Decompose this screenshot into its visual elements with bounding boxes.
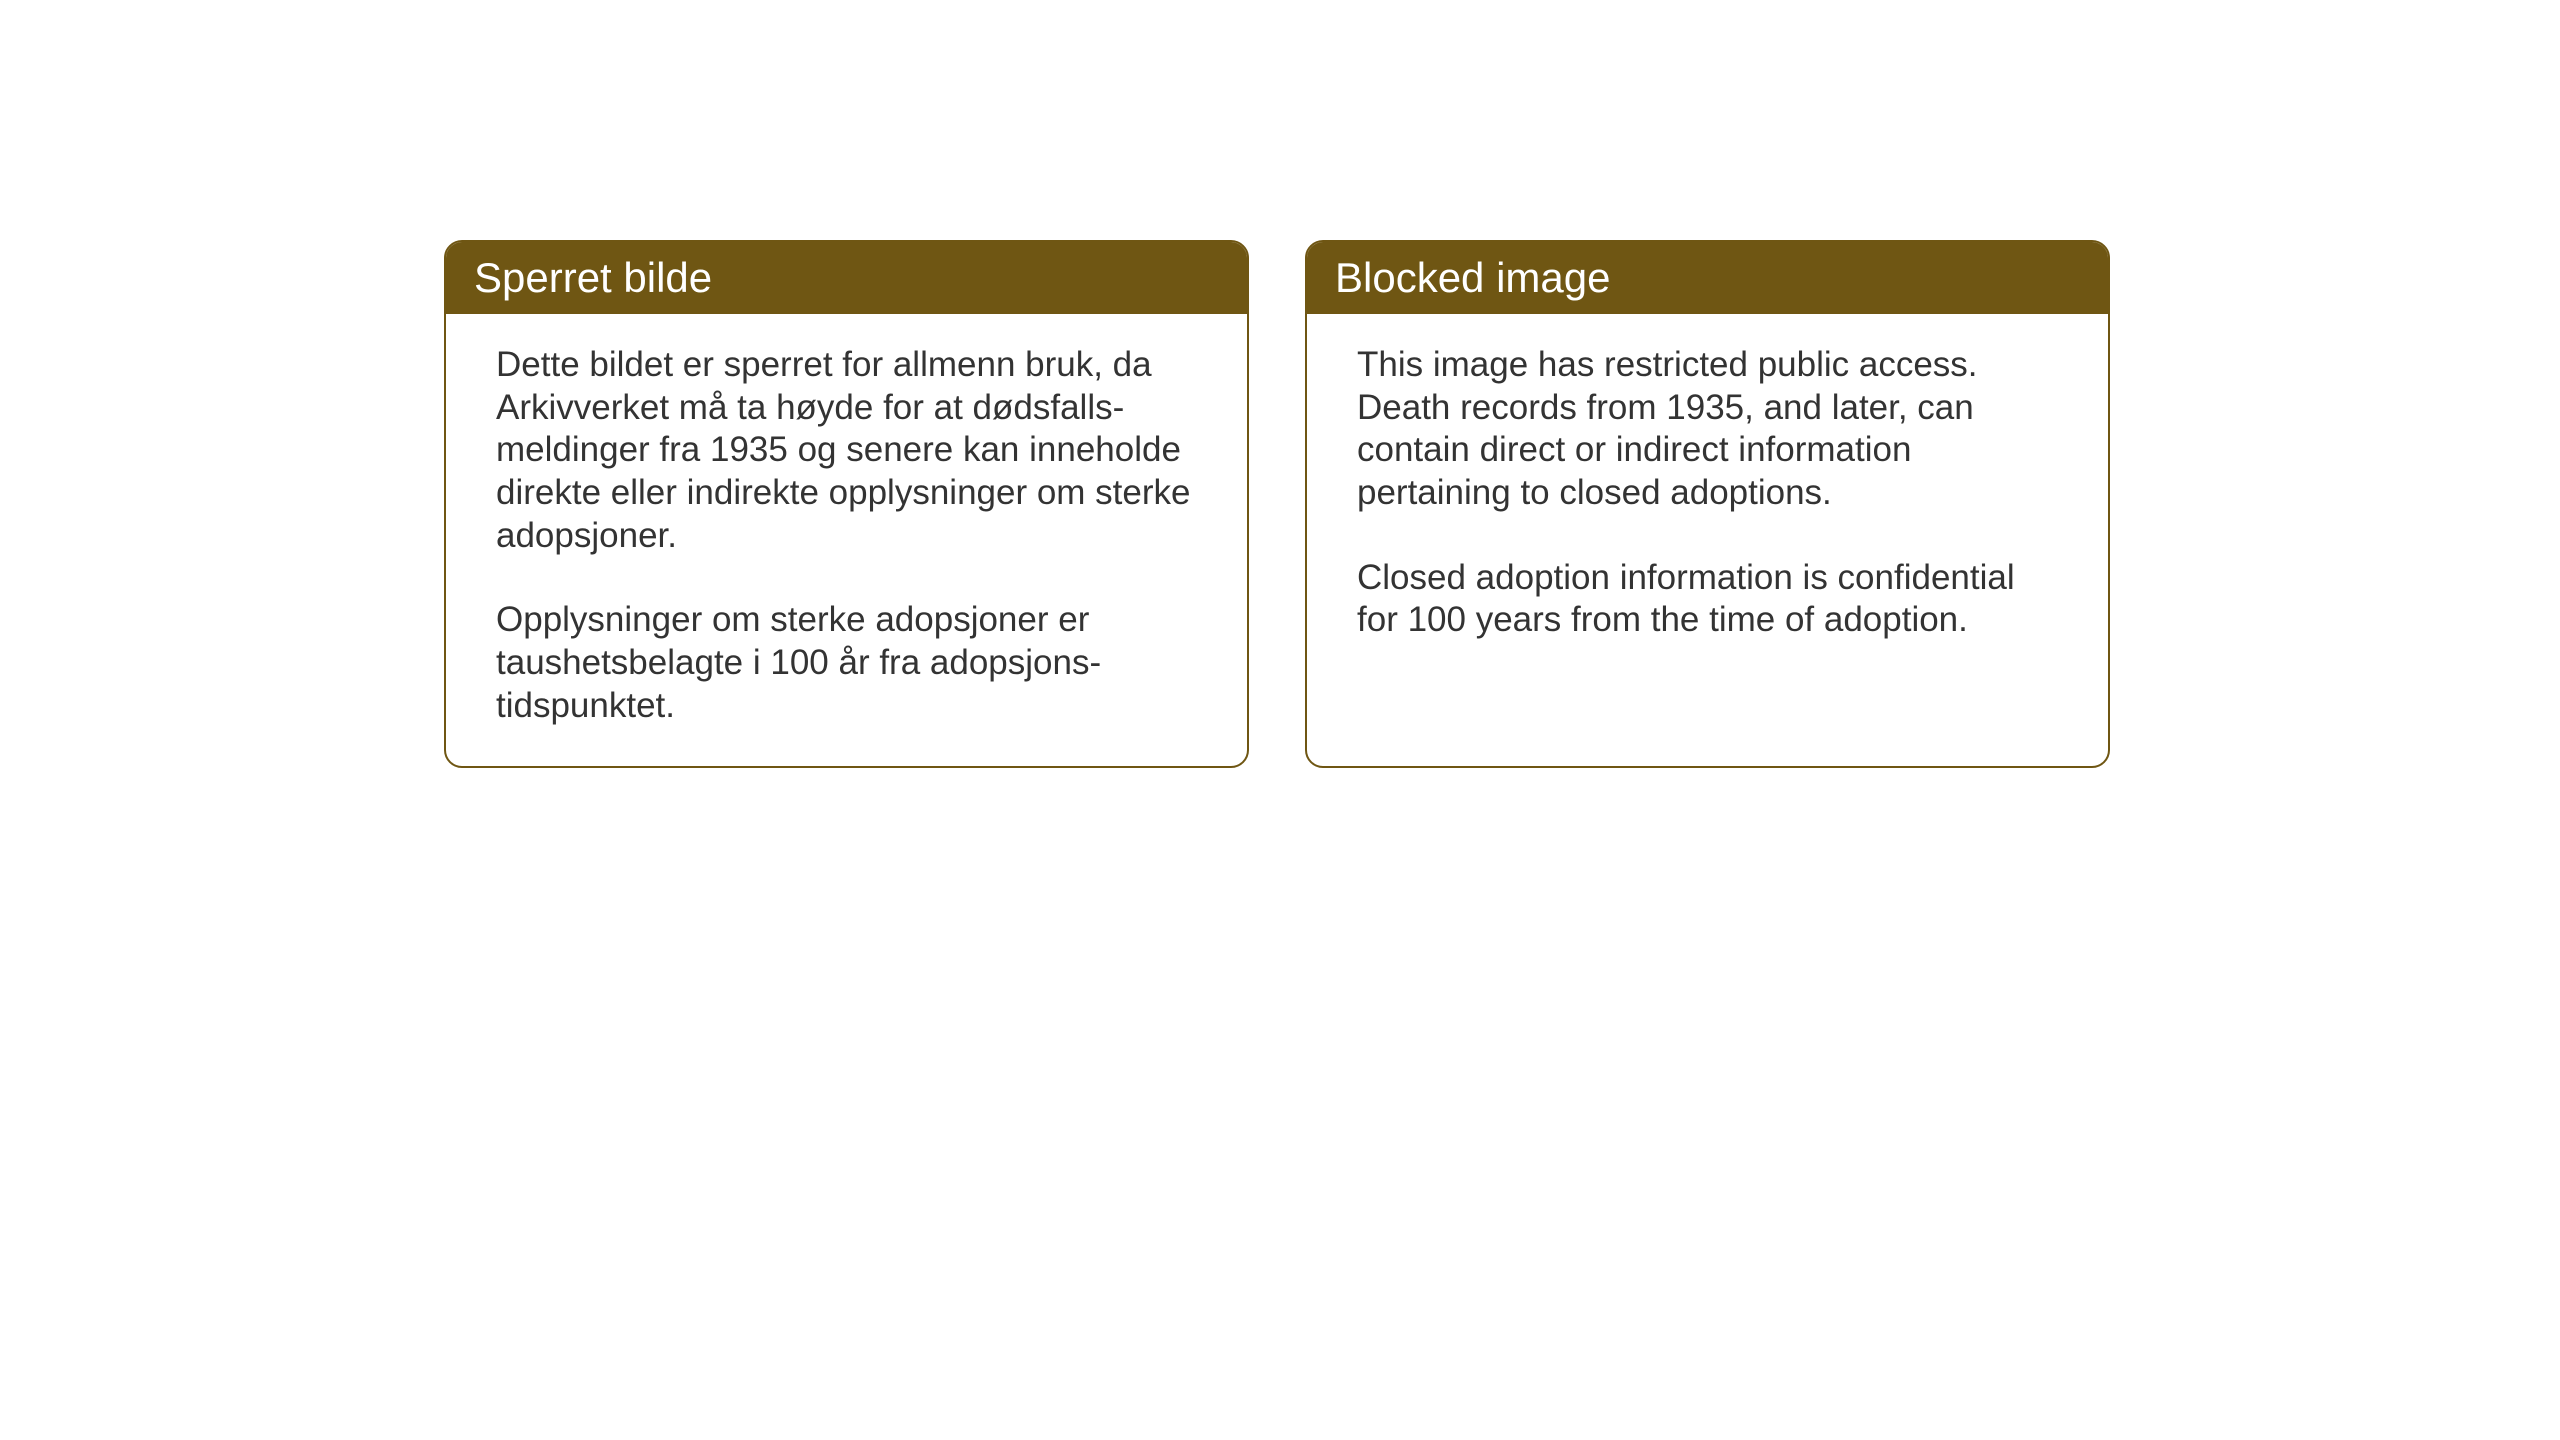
card-norwegian-header: Sperret bilde xyxy=(446,242,1247,314)
cards-container: Sperret bilde Dette bildet er sperret fo… xyxy=(444,240,2110,768)
card-english-header: Blocked image xyxy=(1307,242,2108,314)
card-english: Blocked image This image has restricted … xyxy=(1305,240,2110,768)
card-norwegian: Sperret bilde Dette bildet er sperret fo… xyxy=(444,240,1249,768)
card-norwegian-body: Dette bildet er sperret for allmenn bruk… xyxy=(446,314,1247,766)
card-norwegian-title: Sperret bilde xyxy=(474,254,712,301)
card-norwegian-paragraph-2: Opplysninger om sterke adopsjoner er tau… xyxy=(496,599,1197,727)
card-english-paragraph-2: Closed adoption information is confident… xyxy=(1357,557,2058,642)
card-english-body: This image has restricted public access.… xyxy=(1307,314,2108,680)
card-norwegian-paragraph-1: Dette bildet er sperret for allmenn bruk… xyxy=(496,344,1197,557)
card-english-title: Blocked image xyxy=(1335,254,1610,301)
card-english-paragraph-1: This image has restricted public access.… xyxy=(1357,344,2058,515)
